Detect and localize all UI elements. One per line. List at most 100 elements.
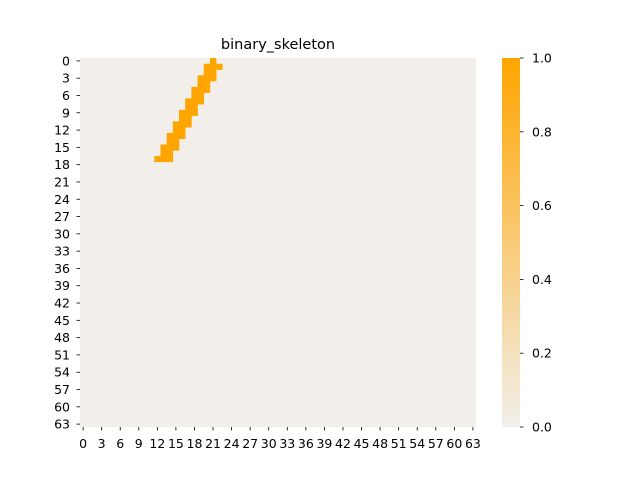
- y-tick-label: 33: [54, 244, 70, 259]
- heatmap-cell: [209, 69, 217, 76]
- heatmap-cell: [166, 150, 174, 157]
- x-tick-label: 36: [298, 436, 314, 451]
- heatmap-cell: [160, 144, 167, 151]
- heatmap-cell: [216, 63, 223, 70]
- colorbar-tick-label: 0.2: [532, 346, 552, 361]
- heatmap-cell: [166, 144, 174, 151]
- y-tick-label: 0: [62, 53, 70, 68]
- x-tick-label: 54: [409, 436, 425, 451]
- heatmap-cell: [185, 104, 192, 111]
- heatmap-cell: [203, 63, 211, 70]
- x-tick-label: 0: [79, 436, 87, 451]
- y-tick-label: 21: [54, 174, 70, 189]
- y-tick-label: 24: [54, 192, 70, 207]
- y-tick-label: 15: [54, 140, 70, 155]
- x-tick-label: 9: [135, 436, 143, 451]
- x-tick-label: 18: [187, 436, 203, 451]
- x-tick-label: 3: [98, 436, 106, 451]
- x-tick-label: 12: [149, 436, 165, 451]
- x-tick-label: 39: [316, 436, 332, 451]
- x-tick-label: 48: [372, 436, 388, 451]
- x-tick-label: 15: [168, 436, 184, 451]
- heatmap-cell: [191, 98, 198, 105]
- chart-title: binary_skeleton: [221, 37, 335, 53]
- y-tick-label: 6: [62, 88, 70, 103]
- heatmap-cell: [185, 121, 192, 128]
- heatmap-cell: [209, 75, 217, 82]
- heatmap-cell: [203, 81, 211, 88]
- heatmap-cell: [185, 98, 192, 105]
- heatmap-cell: [191, 92, 198, 99]
- x-tick-label: 45: [354, 436, 370, 451]
- y-tick-label: 36: [54, 261, 70, 276]
- y-tick-label: 3: [62, 71, 70, 86]
- heatmap-cell: [185, 109, 192, 116]
- heatmap-cell: [191, 109, 198, 116]
- heatmap-cell: [209, 63, 217, 70]
- heatmap-cell: [160, 150, 167, 157]
- x-tick-label: 51: [391, 436, 407, 451]
- heatmap-cell: [203, 75, 211, 82]
- colorbar-tick-label: 0.8: [532, 124, 552, 139]
- heatmap-cell: [191, 104, 198, 111]
- colorbar-tick-label: 0.0: [532, 420, 552, 435]
- heatmap-cell: [179, 121, 186, 128]
- x-tick-label: 57: [428, 436, 444, 451]
- heatmap-cell: [209, 58, 217, 65]
- heatmap-cell: [172, 121, 180, 128]
- heatmap-cell: [197, 98, 205, 105]
- heatmap-cell: [203, 86, 211, 93]
- x-tick-label: 60: [446, 436, 462, 451]
- heatmap-background: [80, 58, 476, 427]
- y-tick-label: 30: [54, 226, 70, 241]
- y-tick-label: 57: [54, 382, 70, 397]
- y-tick-label: 48: [54, 330, 70, 345]
- heatmap-cell: [197, 81, 205, 88]
- heatmap-cell: [154, 156, 161, 163]
- heatmap-cell: [160, 156, 167, 163]
- y-tick-label: 12: [54, 123, 70, 138]
- colorbar-tick-label: 0.6: [532, 198, 552, 213]
- x-tick-label: 6: [116, 436, 124, 451]
- y-tick-label: 60: [54, 399, 70, 414]
- x-tick-label: 27: [242, 436, 258, 451]
- heatmap-cell: [166, 138, 174, 145]
- y-tick-label: 42: [54, 296, 70, 311]
- x-tick-label: 24: [224, 436, 240, 451]
- heatmap-cell: [185, 115, 192, 122]
- y-tick-label: 63: [54, 417, 70, 432]
- heatmap-cell: [179, 115, 186, 122]
- heatmap-cell: [203, 69, 211, 76]
- x-tick-label: 30: [261, 436, 277, 451]
- heatmap-cell: [179, 127, 186, 134]
- x-tick-label: 33: [279, 436, 295, 451]
- y-tick-label: 9: [62, 105, 70, 120]
- heatmap-cell: [179, 132, 186, 140]
- y-tick-label: 27: [54, 209, 70, 224]
- heatmap-cell: [197, 86, 205, 93]
- x-tick-label: 63: [465, 436, 481, 451]
- y-tick-label: 54: [54, 365, 70, 380]
- colorbar-axis: 0.0 0.2 0.4 0.6 0.8 1.0: [520, 51, 552, 435]
- heatmap-cell: [166, 156, 174, 163]
- colorbar-tick-label: 0.4: [532, 272, 552, 287]
- heatmap-cells: [154, 58, 223, 163]
- heatmap-cell: [172, 138, 180, 145]
- colorbar: [502, 58, 520, 427]
- y-tick-label: 45: [54, 313, 70, 328]
- y-tick-label: 39: [54, 278, 70, 293]
- x-axis: 0 3 6 9 12 15 18 21 24 27 30 33 36 39 42 45 48 51 54 57 60 63: [79, 427, 481, 451]
- heatmap-cell: [166, 132, 174, 140]
- y-tick-label: 18: [54, 157, 70, 172]
- heatmap-cell: [191, 86, 198, 93]
- y-tick-label: 51: [54, 347, 70, 362]
- x-tick-label: 42: [335, 436, 351, 451]
- colorbar-tick-label: 1.0: [532, 51, 552, 66]
- heatmap-cell: [197, 92, 205, 99]
- heatmap-cell: [172, 132, 180, 140]
- x-tick-label: 21: [205, 436, 221, 451]
- heatmap-cell: [179, 109, 186, 116]
- heatmap-cell: [172, 144, 180, 151]
